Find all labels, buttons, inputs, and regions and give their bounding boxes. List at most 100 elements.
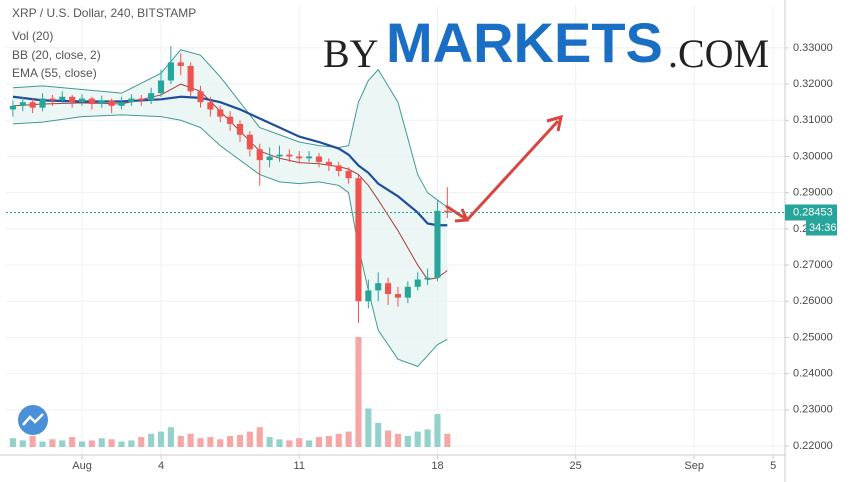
y-tick-label: 0.23000	[793, 404, 833, 416]
candle-body	[29, 102, 36, 108]
x-tick-label: 5	[770, 460, 776, 472]
candle-body	[444, 210, 451, 213]
y-tick-label: 0.27000	[793, 259, 833, 271]
ema-line	[12, 95, 448, 227]
candle-body	[394, 294, 402, 298]
watermark-markets: MARKETS	[386, 11, 663, 74]
logo	[18, 405, 48, 435]
volume-bar	[39, 441, 46, 447]
chart-title: XRP / U.S. Dollar, 240, BITSTAMP	[12, 6, 196, 20]
x-tick-label: 11	[294, 460, 305, 472]
volume-bar	[266, 437, 273, 447]
y-tick-label: 0.33000	[793, 42, 833, 54]
candle-body	[424, 277, 431, 280]
candle-body	[266, 156, 273, 161]
volume-bar	[414, 431, 421, 447]
candle-body	[69, 96, 76, 103]
candle-body	[59, 96, 66, 101]
volume-bar	[246, 431, 253, 447]
volume-bar	[355, 337, 362, 447]
volume-bar	[187, 433, 194, 447]
candle-body	[167, 62, 174, 81]
candle-body	[276, 154, 283, 157]
indicator-label: BB (20, close, 2)	[12, 48, 101, 62]
candle-body	[19, 102, 26, 106]
candles	[9, 46, 451, 323]
candle-body	[39, 98, 46, 108]
candle-body	[355, 178, 362, 302]
y-tick-label: 0.29000	[793, 187, 833, 199]
candle-body	[345, 170, 352, 179]
volume-bar	[88, 440, 95, 447]
candle-body	[118, 102, 125, 106]
candle-body	[325, 161, 332, 166]
x-tick-label: 25	[570, 460, 582, 472]
volume-bar	[138, 437, 145, 447]
candle-body	[236, 123, 244, 135]
volume-bar	[394, 433, 402, 447]
watermark: BY MARKETS .COM	[323, 11, 769, 76]
volume-bar	[276, 439, 283, 447]
candle-body	[296, 156, 303, 159]
candle-body	[148, 93, 155, 101]
volume-bar	[286, 440, 293, 447]
volume-bar	[197, 438, 204, 447]
volume-bar	[49, 439, 56, 447]
watermark-by: BY	[323, 31, 379, 76]
volume-bar	[108, 439, 115, 447]
last-price-text: 0.28453	[793, 206, 833, 218]
y-tick-label: 0.30000	[793, 150, 833, 162]
candle-body	[404, 286, 411, 298]
y-tick-label: 0.32000	[793, 78, 833, 90]
legend: XRP / U.S. Dollar, 240, BITSTAMP Vol (20…	[12, 6, 196, 80]
bb-upper	[12, 49, 448, 208]
candle-body	[365, 290, 372, 302]
volume-bar	[444, 433, 451, 447]
volume-bar	[404, 436, 411, 447]
indicator-label: EMA (55, close)	[12, 66, 97, 80]
y-tick-label: 0.31000	[793, 114, 833, 126]
y-tick-label: 0.24000	[793, 368, 833, 380]
volume-bar	[29, 436, 36, 447]
candle-body	[434, 210, 441, 278]
volume-bar	[345, 431, 352, 447]
volume-bar	[207, 437, 214, 447]
arrow-up	[466, 119, 560, 221]
volume-bar	[118, 441, 125, 447]
volume-bar	[375, 422, 382, 447]
volume-bar	[365, 408, 372, 447]
candle-body	[138, 98, 145, 101]
last-price-box	[785, 204, 837, 221]
volume-bar	[78, 441, 86, 447]
candle-body	[128, 98, 135, 103]
countdown-text: 34:36	[809, 222, 837, 234]
x-tick-label: Aug	[72, 460, 92, 472]
candle-body	[49, 98, 56, 101]
y-tick-label: 0.26000	[793, 295, 833, 307]
candle-body	[78, 98, 86, 103]
arrow-head	[546, 114, 563, 132]
volume-bar	[306, 440, 313, 447]
volume-bar	[424, 429, 431, 447]
volume-pane	[9, 337, 451, 447]
candle-body	[98, 100, 105, 105]
bb-lower	[12, 114, 448, 367]
candle-body	[246, 134, 253, 150]
candle-body	[335, 165, 342, 171]
candle-body	[375, 283, 382, 291]
candle-body	[157, 80, 165, 94]
volume-bar	[217, 439, 224, 447]
volume-bar	[69, 437, 76, 447]
candle-body	[9, 105, 16, 110]
volume-bar	[335, 433, 342, 447]
candle-body	[286, 154, 293, 157]
volume-bar	[59, 440, 66, 447]
countdown-box	[806, 220, 837, 236]
watermark-com: .COM	[668, 31, 769, 76]
candle-body	[414, 279, 421, 287]
candle-body	[207, 102, 214, 110]
volume-bar	[128, 440, 135, 447]
candle-body	[108, 100, 115, 106]
x-tick-label: Sep	[684, 460, 704, 472]
logo-icon	[22, 413, 44, 426]
